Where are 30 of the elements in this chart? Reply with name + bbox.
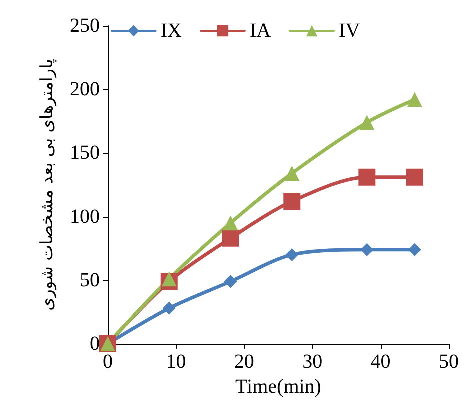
point: [360, 243, 374, 256]
point: [222, 230, 240, 247]
point: [223, 216, 238, 231]
point: [224, 275, 238, 288]
y-tick-label: 200: [70, 78, 100, 101]
point: [286, 248, 299, 262]
x-tick-label: 20: [234, 351, 254, 373]
y-tick-label: 50: [80, 269, 100, 292]
point: [358, 168, 376, 186]
x-tick-label: 10: [166, 351, 186, 373]
legend-label: IV: [339, 20, 361, 42]
legend-label: IX: [160, 20, 183, 42]
y-tick-label: 0: [90, 333, 100, 355]
x-tick-label: 40: [370, 351, 391, 373]
point: [284, 166, 300, 182]
point: [406, 168, 424, 186]
y-axis-title: پارامترهای بی بعد مشخصات شوری: [38, 58, 58, 311]
y-tick-label: 100: [70, 206, 100, 228]
legend-label: IA: [250, 20, 272, 42]
point: [408, 243, 422, 256]
y-tick-label: 250: [70, 15, 100, 37]
x-tick-label: 30: [302, 351, 323, 373]
point: [162, 272, 177, 287]
point: [284, 193, 301, 210]
point: [407, 92, 422, 108]
y-tick-label: 150: [70, 142, 100, 164]
point: [162, 302, 176, 315]
x-axis-title: Time(min): [236, 376, 322, 398]
x-tick-label: 50: [439, 351, 459, 373]
point: [360, 115, 375, 130]
